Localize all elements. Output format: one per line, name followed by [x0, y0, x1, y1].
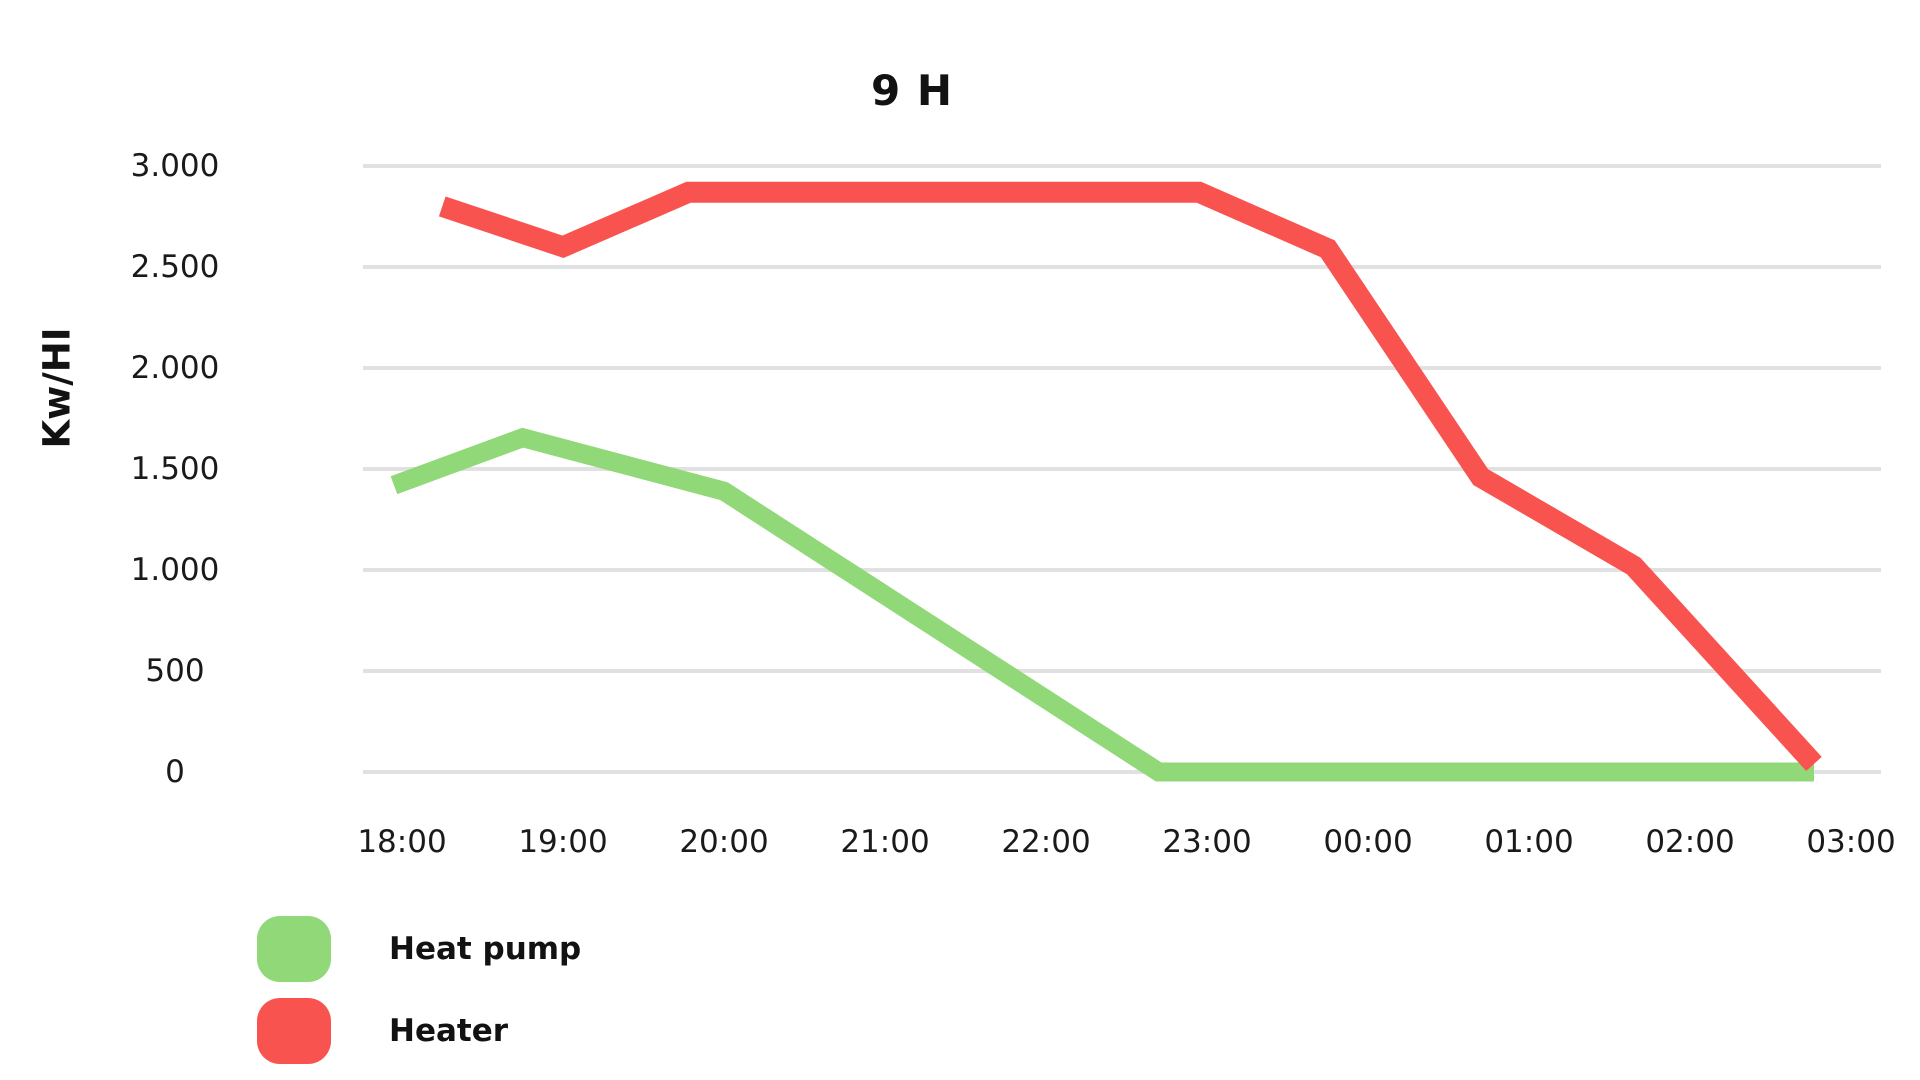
- x-tick-label: 21:00: [840, 824, 930, 860]
- y-tick-label: 2.000: [130, 350, 220, 386]
- x-tick-label: 19:00: [518, 824, 608, 860]
- x-tick-label: 03:00: [1806, 824, 1896, 860]
- heat-pump-legend-swatch: [257, 916, 331, 982]
- legend: Heat pump Heater: [257, 916, 581, 1064]
- heater-legend-swatch: [257, 998, 331, 1064]
- x-tick-label: 00:00: [1323, 824, 1413, 860]
- heat-pump-legend-label: Heat pump: [389, 931, 582, 967]
- chart-title: 9 H: [871, 66, 953, 115]
- x-tick-label: 01:00: [1484, 824, 1574, 860]
- y-tick-label: 500: [145, 653, 205, 689]
- y-tick-label: 1.000: [130, 552, 220, 588]
- y-tick-label: 2.500: [130, 249, 220, 285]
- legend-item-heater: Heater: [257, 998, 581, 1064]
- legend-item-heat-pump: Heat pump: [257, 916, 581, 982]
- y-tick-label: 0: [165, 754, 185, 790]
- y-tick-label: 1.500: [130, 451, 220, 487]
- x-tick-label: 23:00: [1162, 824, 1252, 860]
- x-tick-label: 22:00: [1001, 824, 1091, 860]
- heater-line: [438, 181, 1822, 771]
- x-tick-label: 20:00: [679, 824, 769, 860]
- x-tick-label: 02:00: [1645, 824, 1735, 860]
- heater-legend-label: Heater: [389, 1013, 509, 1049]
- heat-pump-line: [390, 427, 1814, 782]
- x-tick-label: 18:00: [357, 824, 447, 860]
- y-tick-label: 3.000: [130, 148, 220, 184]
